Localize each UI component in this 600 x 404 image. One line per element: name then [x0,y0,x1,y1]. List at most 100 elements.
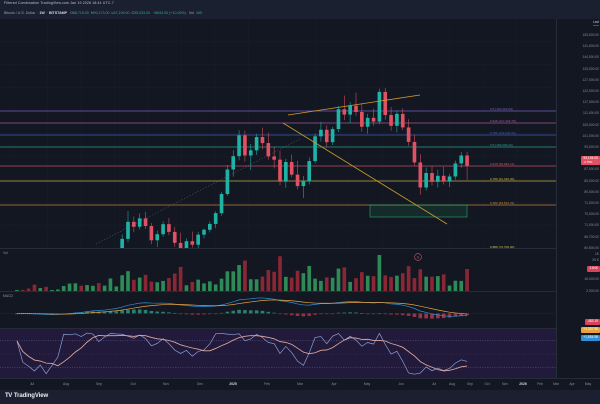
time-tick-aug-1: Aug [62,382,70,386]
ohlc-low-value: 87,199.00 [113,11,130,15]
time-tick-apr-20: Apr [569,382,575,386]
last-price-badge: 93,194.00 -2.75% [581,156,600,165]
time-tick-nov-16: Nov [501,382,509,386]
price-tick-1: 141,000.00 [582,44,599,49]
time-tick-may-21: May [584,382,592,386]
ohlc-high-value: 99,173.00 [93,11,110,15]
candlestick-series [120,87,469,248]
price-tick-6: 117,000.00 [582,100,599,105]
level-label-1: 0.618 (117,119.70) [490,119,516,123]
symbol-interval[interactable]: 1W [39,11,45,15]
volume-pane[interactable]: Vol 0 [0,248,556,292]
tradingview-wordmark: TradingView [13,393,49,399]
macd-badge-2: +1,854.96 [581,335,600,341]
price-tick-18: 65,700.00 [584,234,599,239]
stochastic-bands [0,340,556,368]
macd-tick-0: 16,000.00 [584,277,599,281]
grid-lines [0,19,556,248]
volume-badge: 3.84K [587,266,600,272]
tradingview-mark-icon: TV [5,393,12,399]
price-tick-14: 80,000.00 [584,189,599,194]
level-label-3: 0.5 (103,030.22) [490,143,513,147]
macd-badge-1: +1,337.95 [581,327,600,333]
level-label-4: 0.618 (99,084.12) [490,162,515,166]
macd-lines [0,297,556,317]
macd-tick-1: 2,000.00 [586,289,599,293]
price-tick-7: 111,000.00 [582,111,599,116]
time-tick-feb-18: Feb [537,382,543,386]
time-axis[interactable]: Jul Aug Sep Oct Nov Dec 2025 Feb Mar Apr May Jun Jul… [0,378,600,391]
ohlc-close-value: 95,033.00 [134,11,151,15]
macd-badge-0: -483.19 [584,319,600,325]
macd-chart-svg [0,297,556,319]
last-price-badge-sub: -2.75% [583,159,593,164]
level-label-6: 0.382 (83,544.31) [490,201,515,205]
symbol-exchange[interactable]: BITSTAMP [48,11,68,15]
price-tick-5: 122,000.00 [582,89,599,93]
volume-pane-label: Vol [3,251,8,255]
time-tick-oct-3: Oct [130,382,136,386]
volume-chart-svg: 0 [15,253,469,292]
price-tick-19: 60,500.00 [584,245,599,250]
price-change: +8843.00 (+10.26%) [153,11,186,15]
volume-tick-0: 1K [594,252,599,256]
price-tick-13: 83,000.00 [584,178,599,183]
ohlc-close-label: C [131,11,135,15]
symbol-name[interactable]: Bitcoin / U.S. Dollar [4,11,36,15]
support-zone-box [369,204,468,218]
price-tick-17: 71,000.00 [584,223,599,228]
level-label-5: 0.786 (91,346.00) [490,177,515,181]
time-tick-jul-12: Jul [431,382,437,386]
macd-histogram [15,309,469,319]
macd-pane[interactable]: MACD [0,291,556,329]
price-axis[interactable]: Last 153,000.00 141,000.00 144,000.00 133,0… [556,19,600,378]
stochastic-pane[interactable] [0,328,556,379]
footer-bar: TV TradingView [0,390,600,404]
price-chart-svg [0,19,556,248]
price-tick-2: 144,000.00 [582,55,599,60]
time-tick-2026-17: 2026 [519,382,527,386]
time-tick-dec-5: Dec [196,382,204,386]
price-tick-10: 93,000.00 [584,145,599,149]
time-tick-mar-8: Mar [297,382,303,386]
fib-level-lines [0,110,556,206]
time-tick-nov-4: Nov [162,382,170,386]
time-tick-2025-6: 2025 [229,382,237,386]
ohlc-open-label: O [70,11,73,15]
price-tick-12: 87,000.00 [584,167,599,172]
stochastic-lines [16,332,468,375]
symbol-legend: Bitcoin / U.S. Dollar · 1W · BITSTAMP O8… [4,11,202,15]
price-tick-9: 101,000.00 [582,133,599,138]
price-axis-header: Last [592,20,599,26]
price-pane[interactable]: 0.5 (122,019.09) 0.618 (117,119.70) 0.786 … [0,19,556,249]
price-tick-0: 153,000.00 [582,33,599,37]
price-tick-8: 103,000.00 [582,122,599,127]
volume-label: Vol [188,11,194,15]
price-tick-3: 133,000.00 [582,66,599,71]
price-tick-16: 70,000.00 [584,212,599,217]
stochastic-chart-svg [0,332,556,375]
time-tick-sep-14: Sep [466,382,474,386]
time-tick-mar-19: Mar [553,382,559,386]
chart-header: Filtered Combination TradingView.com Jan… [0,0,600,19]
time-tick-feb-7: Feb [264,382,270,386]
price-tick-4: 127,000.00 [582,77,599,82]
time-tick-apr-9: Apr [331,382,337,386]
moving-average-line [95,138,301,245]
volume-tick-1: 25 K [592,258,599,262]
level-label-2: 0.786 (111,044.53) [490,131,516,135]
time-tick-jun-11: Jun [398,382,404,386]
ohlc-open-value: 88,715.00 [72,11,89,15]
level-label-7: 0.886 (72,700.00) [490,245,515,249]
level-label-0: 0.5 (122,019.09) [490,107,513,111]
ohlc-low-label: L [111,11,114,15]
ohlc-high-label: H [90,11,94,15]
tradingview-logo[interactable]: TV TradingView [5,393,48,399]
time-tick-oct-15: Oct [484,382,490,386]
time-tick-jul-0: Jul [29,382,35,386]
time-tick-aug-13: Aug [448,382,456,386]
volume-bars [15,255,469,292]
volume-marker-icon: 0 [414,253,422,261]
time-tick-sep-2: Sep [95,382,103,386]
